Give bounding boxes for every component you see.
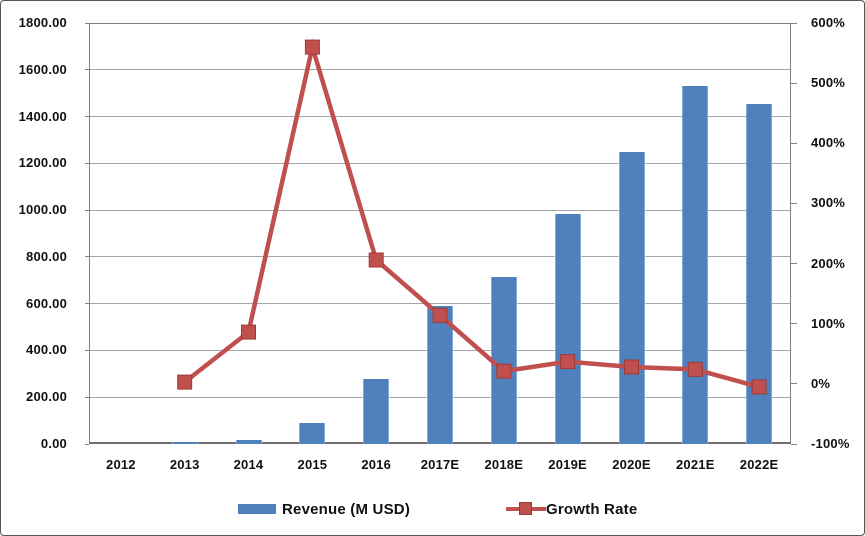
- right-axis-tick: [791, 82, 797, 84]
- left-axis-label: 1800.00: [18, 15, 67, 30]
- left-axis-label: 1600.00: [18, 61, 67, 77]
- x-axis-label: 2012: [106, 457, 136, 472]
- right-axis-tick: [791, 142, 797, 144]
- legend-item-growth-rate: Growth Rate: [506, 499, 637, 519]
- right-axis-tick: [791, 443, 797, 445]
- x-axis-label: 2022E: [739, 457, 779, 472]
- right-axis-label: 600%: [811, 15, 846, 30]
- right-axis-label: -100%: [811, 436, 850, 451]
- left-axis-label: 1200.00: [18, 155, 67, 171]
- revenue-bar: [235, 440, 262, 444]
- left-axis-label: 1000.00: [18, 202, 67, 218]
- x-axis-label: 2019E: [548, 457, 587, 472]
- revenue-bar: [427, 306, 453, 444]
- left-axis-label: 400.00: [26, 342, 67, 358]
- right-axis-label: 300%: [811, 195, 846, 211]
- left-axis-tick: [85, 22, 89, 24]
- revenue-bar: [363, 378, 390, 444]
- revenue-bar: [490, 276, 517, 444]
- revenue-bar: [554, 213, 581, 444]
- left-axis-label: 200.00: [26, 389, 67, 405]
- revenue-bar: [746, 103, 773, 444]
- right-axis-tick: [791, 323, 797, 325]
- legend-label-revenue: Revenue (M USD): [282, 500, 411, 518]
- right-axis-tick: [791, 383, 797, 385]
- left-axis-tick: [85, 256, 89, 258]
- x-axis-label: 2017E: [420, 457, 460, 472]
- right-axis-label: 0%: [811, 375, 831, 391]
- x-axis-label: 2015: [297, 457, 328, 472]
- right-axis-label: 500%: [811, 75, 846, 91]
- left-axis-tick: [85, 116, 89, 118]
- left-axis-label: 0.00: [40, 436, 67, 451]
- growth-line-swatch-marker: [519, 502, 532, 515]
- left-axis-label: 800.00: [26, 248, 67, 264]
- x-axis-label: 2016: [361, 457, 392, 472]
- legend-item-revenue: Revenue (M USD): [238, 499, 410, 519]
- x-axis-label: 2018E: [484, 457, 524, 472]
- right-axis-label: 100%: [811, 315, 846, 331]
- left-axis-label: 1400.00: [18, 108, 67, 124]
- legend-label-growth-rate: Growth Rate: [546, 500, 638, 518]
- x-axis-label: 2021E: [676, 457, 715, 472]
- revenue-bar: [171, 441, 198, 444]
- revenue-bar-swatch: [238, 504, 276, 514]
- growth-line-swatch: [506, 499, 546, 519]
- left-axis-label: 600.00: [26, 295, 67, 311]
- x-axis-label: 2020E: [612, 457, 651, 472]
- left-axis-tick: [85, 443, 89, 445]
- x-axis-label: 2013: [169, 457, 200, 472]
- right-axis-tick: [791, 263, 797, 265]
- left-axis-tick: [85, 69, 89, 71]
- right-axis-tick: [791, 202, 797, 204]
- right-axis-label: 200%: [811, 255, 846, 271]
- revenue-bar: [299, 422, 326, 444]
- revenue-bar: [682, 86, 709, 444]
- left-axis-tick: [85, 209, 89, 211]
- right-axis-label: 400%: [811, 135, 846, 151]
- revenue-bar: [618, 151, 645, 444]
- left-axis-tick: [85, 349, 89, 351]
- right-axis-tick: [791, 22, 797, 24]
- left-axis-tick: [85, 303, 89, 305]
- x-axis-label: 2014: [233, 457, 264, 472]
- left-axis-tick: [85, 162, 89, 164]
- left-axis-tick: [85, 396, 89, 398]
